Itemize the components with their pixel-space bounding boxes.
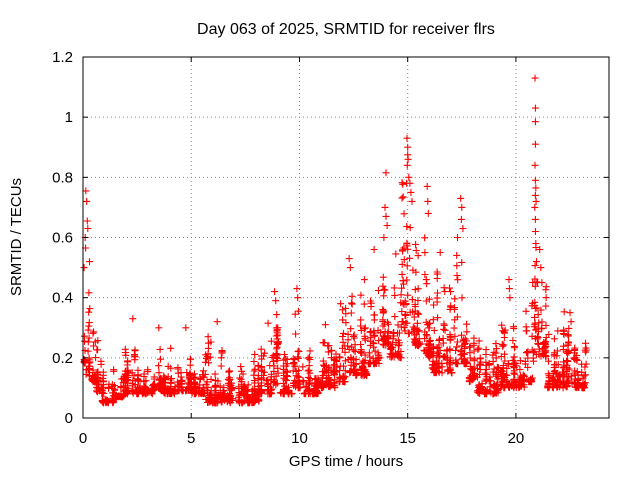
- scatter-points-layer: [80, 74, 590, 407]
- scatter-points: [80, 74, 590, 407]
- x-tick-label: 0: [79, 430, 87, 447]
- grid-layer: [83, 56, 609, 418]
- y-tick-label: 1: [65, 109, 73, 126]
- y-tick-label: 0.4: [52, 290, 73, 307]
- y-tick-label: 0: [65, 410, 73, 427]
- y-tick-label: 0.6: [52, 230, 73, 247]
- x-tick-label: 10: [291, 430, 308, 447]
- x-tick-label: 20: [508, 430, 525, 447]
- y-axis-label: SRMTID / TECUs: [8, 178, 25, 296]
- y-tick-label: 0.2: [52, 350, 73, 367]
- y-tick-label: 0.8: [52, 169, 73, 186]
- x-tick-label: 5: [187, 430, 195, 447]
- x-tick-label: 15: [399, 430, 416, 447]
- tick-label-layer: 0 5 10 15 20 0 0.2 0.4 0.6 0.8 1 1.2: [52, 49, 524, 447]
- x-axis-label: GPS time / hours: [289, 453, 403, 470]
- y-tick-label: 1.2: [52, 49, 73, 66]
- axes-frame-layer: [82, 56, 610, 419]
- plot-border: [82, 56, 610, 419]
- chart-title: Day 063 of 2025, SRMTID for receiver flr…: [197, 21, 495, 38]
